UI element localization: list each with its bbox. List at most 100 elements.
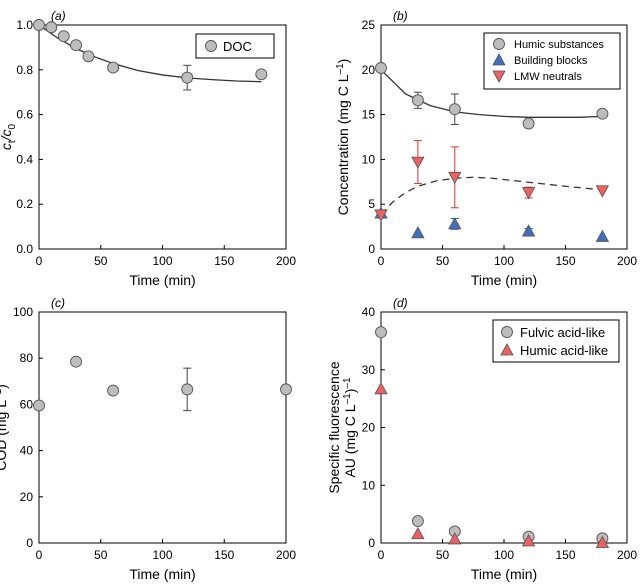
y-label-sub: t bbox=[7, 140, 18, 143]
y-tick-label: 20 bbox=[20, 490, 34, 504]
y-tick-label: 10 bbox=[362, 152, 376, 166]
y-label-part: AU (mg C L bbox=[342, 404, 358, 477]
legend-label: LMW neutrals bbox=[514, 71, 582, 83]
y-tick-label: 40 bbox=[20, 444, 34, 458]
plot-frame bbox=[38, 311, 287, 544]
y-tick-label: 5 bbox=[368, 197, 375, 211]
y-tick-label: 80 bbox=[20, 351, 34, 365]
x-axis-label: Time (min) bbox=[129, 566, 195, 582]
data-point bbox=[255, 68, 268, 81]
x-axis-label: Time (min) bbox=[471, 272, 537, 288]
plot-frame bbox=[38, 24, 287, 250]
fit-curve bbox=[380, 176, 603, 215]
y-tick-label: 1.0 bbox=[16, 18, 33, 32]
y-label-sup: –1 bbox=[0, 388, 4, 400]
y-label-part: COD (mg L bbox=[0, 400, 9, 471]
data-point bbox=[107, 384, 120, 397]
panel-label: (a) bbox=[51, 9, 66, 23]
y-label-part: ) bbox=[0, 384, 9, 389]
data-point bbox=[595, 535, 610, 548]
data-point bbox=[374, 381, 388, 395]
data-point bbox=[448, 171, 462, 185]
legend-marker bbox=[205, 40, 217, 52]
legend-label: Humic substances bbox=[514, 39, 604, 51]
data-point bbox=[411, 526, 425, 540]
x-tick-label: 150 bbox=[555, 548, 575, 562]
x-tick-label: 150 bbox=[555, 254, 575, 268]
x-tick-label: 50 bbox=[94, 254, 108, 268]
data-point bbox=[411, 226, 425, 239]
x-axis-label: Time (min) bbox=[471, 566, 537, 582]
y-axis-label-line2: AU (mg C L–1)–1 bbox=[342, 377, 358, 477]
x-tick-label: 0 bbox=[378, 548, 385, 562]
x-tick-label: 200 bbox=[617, 548, 637, 562]
y-axis-label-line1: Specific fluorescence bbox=[326, 361, 342, 494]
x-tick-label: 200 bbox=[276, 254, 296, 268]
x-axis-label: Time (min) bbox=[129, 272, 195, 288]
fit-curve bbox=[38, 24, 262, 83]
y-tick-label: 100 bbox=[13, 305, 33, 319]
legend-label: Humic acid-like bbox=[520, 343, 608, 358]
y-tick-label: 10 bbox=[362, 478, 376, 492]
data-point bbox=[375, 326, 387, 339]
y-tick-label: 0.0 bbox=[16, 242, 33, 256]
data-point bbox=[280, 383, 292, 396]
data-point bbox=[521, 224, 536, 237]
y-label-part: ) bbox=[335, 59, 351, 64]
data-point bbox=[57, 30, 70, 43]
y-tick-label: 15 bbox=[362, 108, 376, 122]
y-tick-label: 0.2 bbox=[16, 197, 33, 211]
data-point bbox=[70, 39, 83, 52]
y-label-sup: –1 bbox=[342, 393, 353, 405]
y-label-sub: 0 bbox=[7, 123, 18, 129]
y-tick-label: 0 bbox=[368, 536, 375, 550]
panel-c: 0 50 100 150 200 0 20 40 60 80 100 Time (min) (c) COD… bbox=[0, 296, 296, 582]
data-point bbox=[521, 187, 536, 200]
data-point bbox=[411, 515, 424, 528]
x-tick-label: 200 bbox=[276, 548, 296, 562]
y-label-part: Concentration (mg C L bbox=[335, 74, 351, 215]
y-tick-label: 40 bbox=[362, 305, 376, 319]
data-point bbox=[181, 383, 194, 396]
panel-b: 0 50 100 150 200 0 5 10 15 20 25 Time (min) (b) Conce… bbox=[335, 9, 637, 288]
y-tick-label: 30 bbox=[362, 363, 376, 377]
data-point bbox=[70, 355, 83, 368]
data-point bbox=[521, 534, 536, 547]
x-tick-label: 50 bbox=[94, 548, 108, 562]
panel-label: (b) bbox=[393, 9, 408, 23]
data-point bbox=[448, 103, 461, 116]
x-tick-label: 0 bbox=[36, 254, 43, 268]
data-point bbox=[181, 71, 194, 84]
y-axis-label: ct/c0 bbox=[0, 123, 18, 150]
y-tick-label: 20 bbox=[362, 421, 376, 435]
data-point bbox=[411, 94, 424, 107]
panel-d: 0 50 100 150 200 0 10 20 30 40 Time (min) (d) Specif… bbox=[326, 296, 637, 582]
x-tick-label: 50 bbox=[436, 548, 450, 562]
x-tick-label: 150 bbox=[214, 254, 234, 268]
data-point bbox=[374, 209, 388, 222]
data-point bbox=[595, 185, 610, 198]
legend-marker bbox=[493, 38, 505, 50]
legend-label: Fulvic acid-like bbox=[520, 325, 605, 340]
data-point bbox=[595, 229, 610, 242]
y-label-sup: –1 bbox=[342, 377, 353, 389]
data-point bbox=[448, 532, 462, 545]
legend-label: DOC bbox=[223, 39, 252, 54]
y-tick-label: 0.6 bbox=[16, 108, 33, 122]
x-tick-label: 50 bbox=[436, 254, 450, 268]
x-tick-label: 0 bbox=[36, 548, 43, 562]
y-tick-label: 60 bbox=[20, 397, 34, 411]
legend-marker bbox=[501, 326, 513, 338]
data-point bbox=[107, 61, 120, 74]
data-point bbox=[33, 399, 45, 412]
legend-box bbox=[483, 32, 621, 90]
legend-marker bbox=[500, 343, 514, 356]
panel-a: 0 50 100 150 200 0.0 0.2 0.4 0.6 0.8 1.0 Time (min)… bbox=[0, 9, 296, 288]
data-point bbox=[522, 117, 535, 130]
x-tick-label: 100 bbox=[152, 548, 172, 562]
data-point bbox=[448, 217, 462, 230]
y-axis-label: COD (mg L–1) bbox=[0, 384, 9, 471]
y-tick-label: 0.4 bbox=[16, 152, 33, 166]
x-tick-label: 100 bbox=[152, 254, 172, 268]
